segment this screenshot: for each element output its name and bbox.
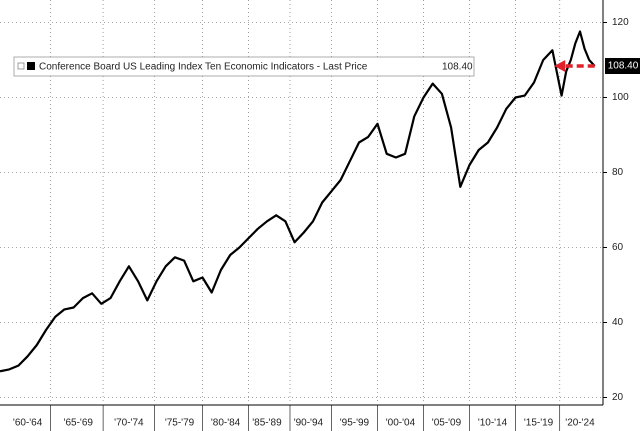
y-tick-label: 60 — [612, 242, 624, 253]
legend-box — [13, 56, 475, 77]
arrow-head — [554, 60, 566, 72]
x-tick-label: '00-'04 — [386, 418, 416, 429]
x-tick-label: '15-'19 — [524, 418, 554, 429]
x-tick-label: '75-'79 — [165, 418, 195, 429]
legend-label: Conference Board US Leading Index Ten Ec… — [39, 62, 368, 73]
legend-swatch — [27, 62, 35, 70]
y-tick-label: 20 — [612, 392, 624, 403]
x-tick-label: '95-'99 — [340, 418, 370, 429]
x-tick-label: '80-'84 — [211, 418, 241, 429]
y-tick-label: 120 — [612, 17, 629, 28]
x-tick-label: '90-'94 — [294, 418, 324, 429]
x-tick-label: '05-'09 — [432, 418, 462, 429]
y-tick-label: 80 — [612, 167, 624, 178]
legend-last-value: 108.40 — [442, 62, 473, 73]
last-value-label: 108.40 — [608, 61, 639, 72]
x-tick-label: '60-'64 — [13, 418, 43, 429]
legend-toggle — [17, 62, 25, 70]
legend: Conference Board US Leading Index Ten Ec… — [13, 56, 475, 77]
x-tick-label: '20-'24 — [565, 418, 595, 429]
x-tick-label: '65-'69 — [64, 418, 94, 429]
x-tick-label: '85-'89 — [252, 418, 282, 429]
last-value-tag — [605, 58, 640, 74]
y-tick-label: 40 — [612, 317, 624, 328]
x-tick-label: '70-'74 — [114, 418, 144, 429]
y-tick-label: 100 — [612, 92, 629, 103]
x-tick-label: '10-'14 — [478, 418, 508, 429]
data-line — [0, 30, 596, 373]
